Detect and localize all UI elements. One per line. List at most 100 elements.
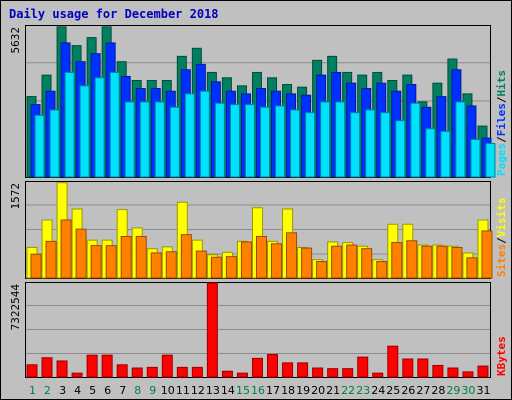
bar-pages-day-16 bbox=[259, 106, 270, 178]
bar-sites-day-13 bbox=[210, 256, 222, 279]
bar-sites-day-3 bbox=[60, 219, 72, 279]
bar-pages-day-23 bbox=[365, 109, 376, 178]
day-label-18: 18 bbox=[281, 384, 295, 397]
bar-kbytes-day-15 bbox=[236, 372, 248, 378]
bar-pages-day-8 bbox=[139, 101, 150, 178]
bar-pages-day-22 bbox=[350, 112, 361, 178]
bar-kbytes-day-20 bbox=[312, 367, 324, 378]
bar-kbytes-day-16 bbox=[251, 357, 263, 378]
bar-kbytes-day-22 bbox=[342, 368, 354, 378]
day-label-15: 15 bbox=[236, 384, 250, 397]
bar-sites-day-28 bbox=[436, 245, 448, 279]
day-label-9: 9 bbox=[149, 384, 156, 397]
day-label-28: 28 bbox=[431, 384, 445, 397]
day-label-4: 4 bbox=[74, 384, 81, 397]
bar-kbytes-day-1 bbox=[26, 364, 38, 378]
bar-kbytes-day-11 bbox=[176, 366, 188, 378]
day-label-27: 27 bbox=[416, 384, 430, 397]
day-label-10: 10 bbox=[161, 384, 175, 397]
day-label-21: 21 bbox=[326, 384, 340, 397]
bar-pages-day-21 bbox=[335, 101, 346, 178]
y-max-label: 1572 bbox=[9, 183, 22, 210]
bar-sites-day-6 bbox=[105, 245, 117, 279]
bar-sites-day-30 bbox=[466, 257, 478, 279]
day-label-17: 17 bbox=[266, 384, 280, 397]
bar-sites-day-16 bbox=[255, 235, 267, 279]
bar-sites-day-7 bbox=[120, 235, 132, 279]
day-label-22: 22 bbox=[341, 384, 355, 397]
day-label-20: 20 bbox=[311, 384, 325, 397]
bar-kbytes-day-7 bbox=[116, 364, 128, 378]
day-label-19: 19 bbox=[296, 384, 310, 397]
bar-kbytes-day-17 bbox=[267, 354, 279, 378]
bar-pages-day-19 bbox=[305, 112, 316, 178]
day-label-6: 6 bbox=[104, 384, 111, 397]
day-label-7: 7 bbox=[119, 384, 126, 397]
bar-kbytes-day-5 bbox=[86, 354, 98, 378]
day-label-26: 26 bbox=[401, 384, 415, 397]
legend: Pages/Files/Hits bbox=[495, 70, 508, 176]
bar-pages-day-3 bbox=[64, 71, 75, 178]
bar-sites-day-9 bbox=[150, 252, 162, 279]
bar-pages-day-4 bbox=[79, 85, 90, 178]
bar-sites-day-5 bbox=[90, 245, 102, 279]
legend-item: Hits bbox=[495, 70, 508, 97]
bar-pages-day-30 bbox=[470, 138, 481, 178]
bar-kbytes-day-25 bbox=[387, 345, 399, 378]
day-label-24: 24 bbox=[371, 384, 385, 397]
day-label-3: 3 bbox=[59, 384, 66, 397]
bar-sites-day-19 bbox=[301, 247, 313, 279]
legend-item: Pages bbox=[495, 143, 508, 176]
legend-item: Sites bbox=[495, 244, 508, 277]
day-label-8: 8 bbox=[134, 384, 141, 397]
bar-sites-day-29 bbox=[451, 246, 463, 279]
bar-kbytes-day-21 bbox=[327, 368, 339, 378]
bar-kbytes-day-6 bbox=[101, 354, 113, 378]
legend-item: / bbox=[495, 96, 508, 103]
bar-kbytes-day-4 bbox=[71, 372, 83, 378]
bar-pages-day-12 bbox=[199, 90, 210, 178]
bar-pages-day-14 bbox=[229, 104, 240, 178]
bar-sites-day-11 bbox=[180, 234, 192, 279]
bar-pages-day-18 bbox=[290, 109, 301, 178]
bar-kbytes-day-26 bbox=[402, 358, 414, 378]
bar-pages-day-25 bbox=[395, 120, 406, 178]
legend-item: Files bbox=[495, 103, 508, 136]
bar-sites-day-2 bbox=[45, 240, 57, 279]
bar-sites-day-25 bbox=[391, 242, 403, 279]
bar-pages-day-13 bbox=[214, 102, 225, 178]
bar-pages-day-31 bbox=[485, 142, 496, 178]
day-label-31: 31 bbox=[476, 384, 490, 397]
bar-sites-day-23 bbox=[361, 248, 373, 279]
bar-sites-day-20 bbox=[316, 261, 328, 279]
legend-item: / bbox=[495, 237, 508, 244]
bar-sites-day-21 bbox=[331, 245, 343, 279]
bar-pages-day-2 bbox=[49, 109, 60, 178]
bar-pages-day-11 bbox=[184, 93, 195, 178]
day-label-5: 5 bbox=[89, 384, 96, 397]
bar-kbytes-day-14 bbox=[221, 370, 233, 378]
bar-kbytes-day-13 bbox=[206, 282, 218, 378]
bar-kbytes-day-29 bbox=[447, 367, 459, 378]
bar-pages-day-27 bbox=[425, 128, 436, 178]
bar-pages-day-28 bbox=[440, 130, 451, 178]
bar-sites-day-10 bbox=[165, 251, 177, 279]
bar-kbytes-day-2 bbox=[41, 357, 53, 378]
y-max-label: 5632 bbox=[9, 27, 22, 54]
bar-sites-day-22 bbox=[346, 244, 358, 279]
bar-pages-day-20 bbox=[320, 101, 331, 178]
legend-item: / bbox=[495, 136, 508, 143]
bar-sites-day-12 bbox=[195, 250, 207, 279]
bar-kbytes-day-3 bbox=[56, 360, 68, 378]
bar-pages-day-5 bbox=[94, 77, 105, 178]
bar-kbytes-day-24 bbox=[372, 372, 384, 378]
day-label-1: 1 bbox=[29, 384, 36, 397]
bar-sites-day-31 bbox=[481, 230, 493, 279]
bar-kbytes-day-23 bbox=[357, 356, 369, 378]
bar-sites-day-17 bbox=[271, 243, 283, 279]
chart-title: Daily usage for December 2018 bbox=[9, 7, 219, 21]
bar-kbytes-day-27 bbox=[417, 358, 429, 378]
day-label-11: 11 bbox=[176, 384, 190, 397]
